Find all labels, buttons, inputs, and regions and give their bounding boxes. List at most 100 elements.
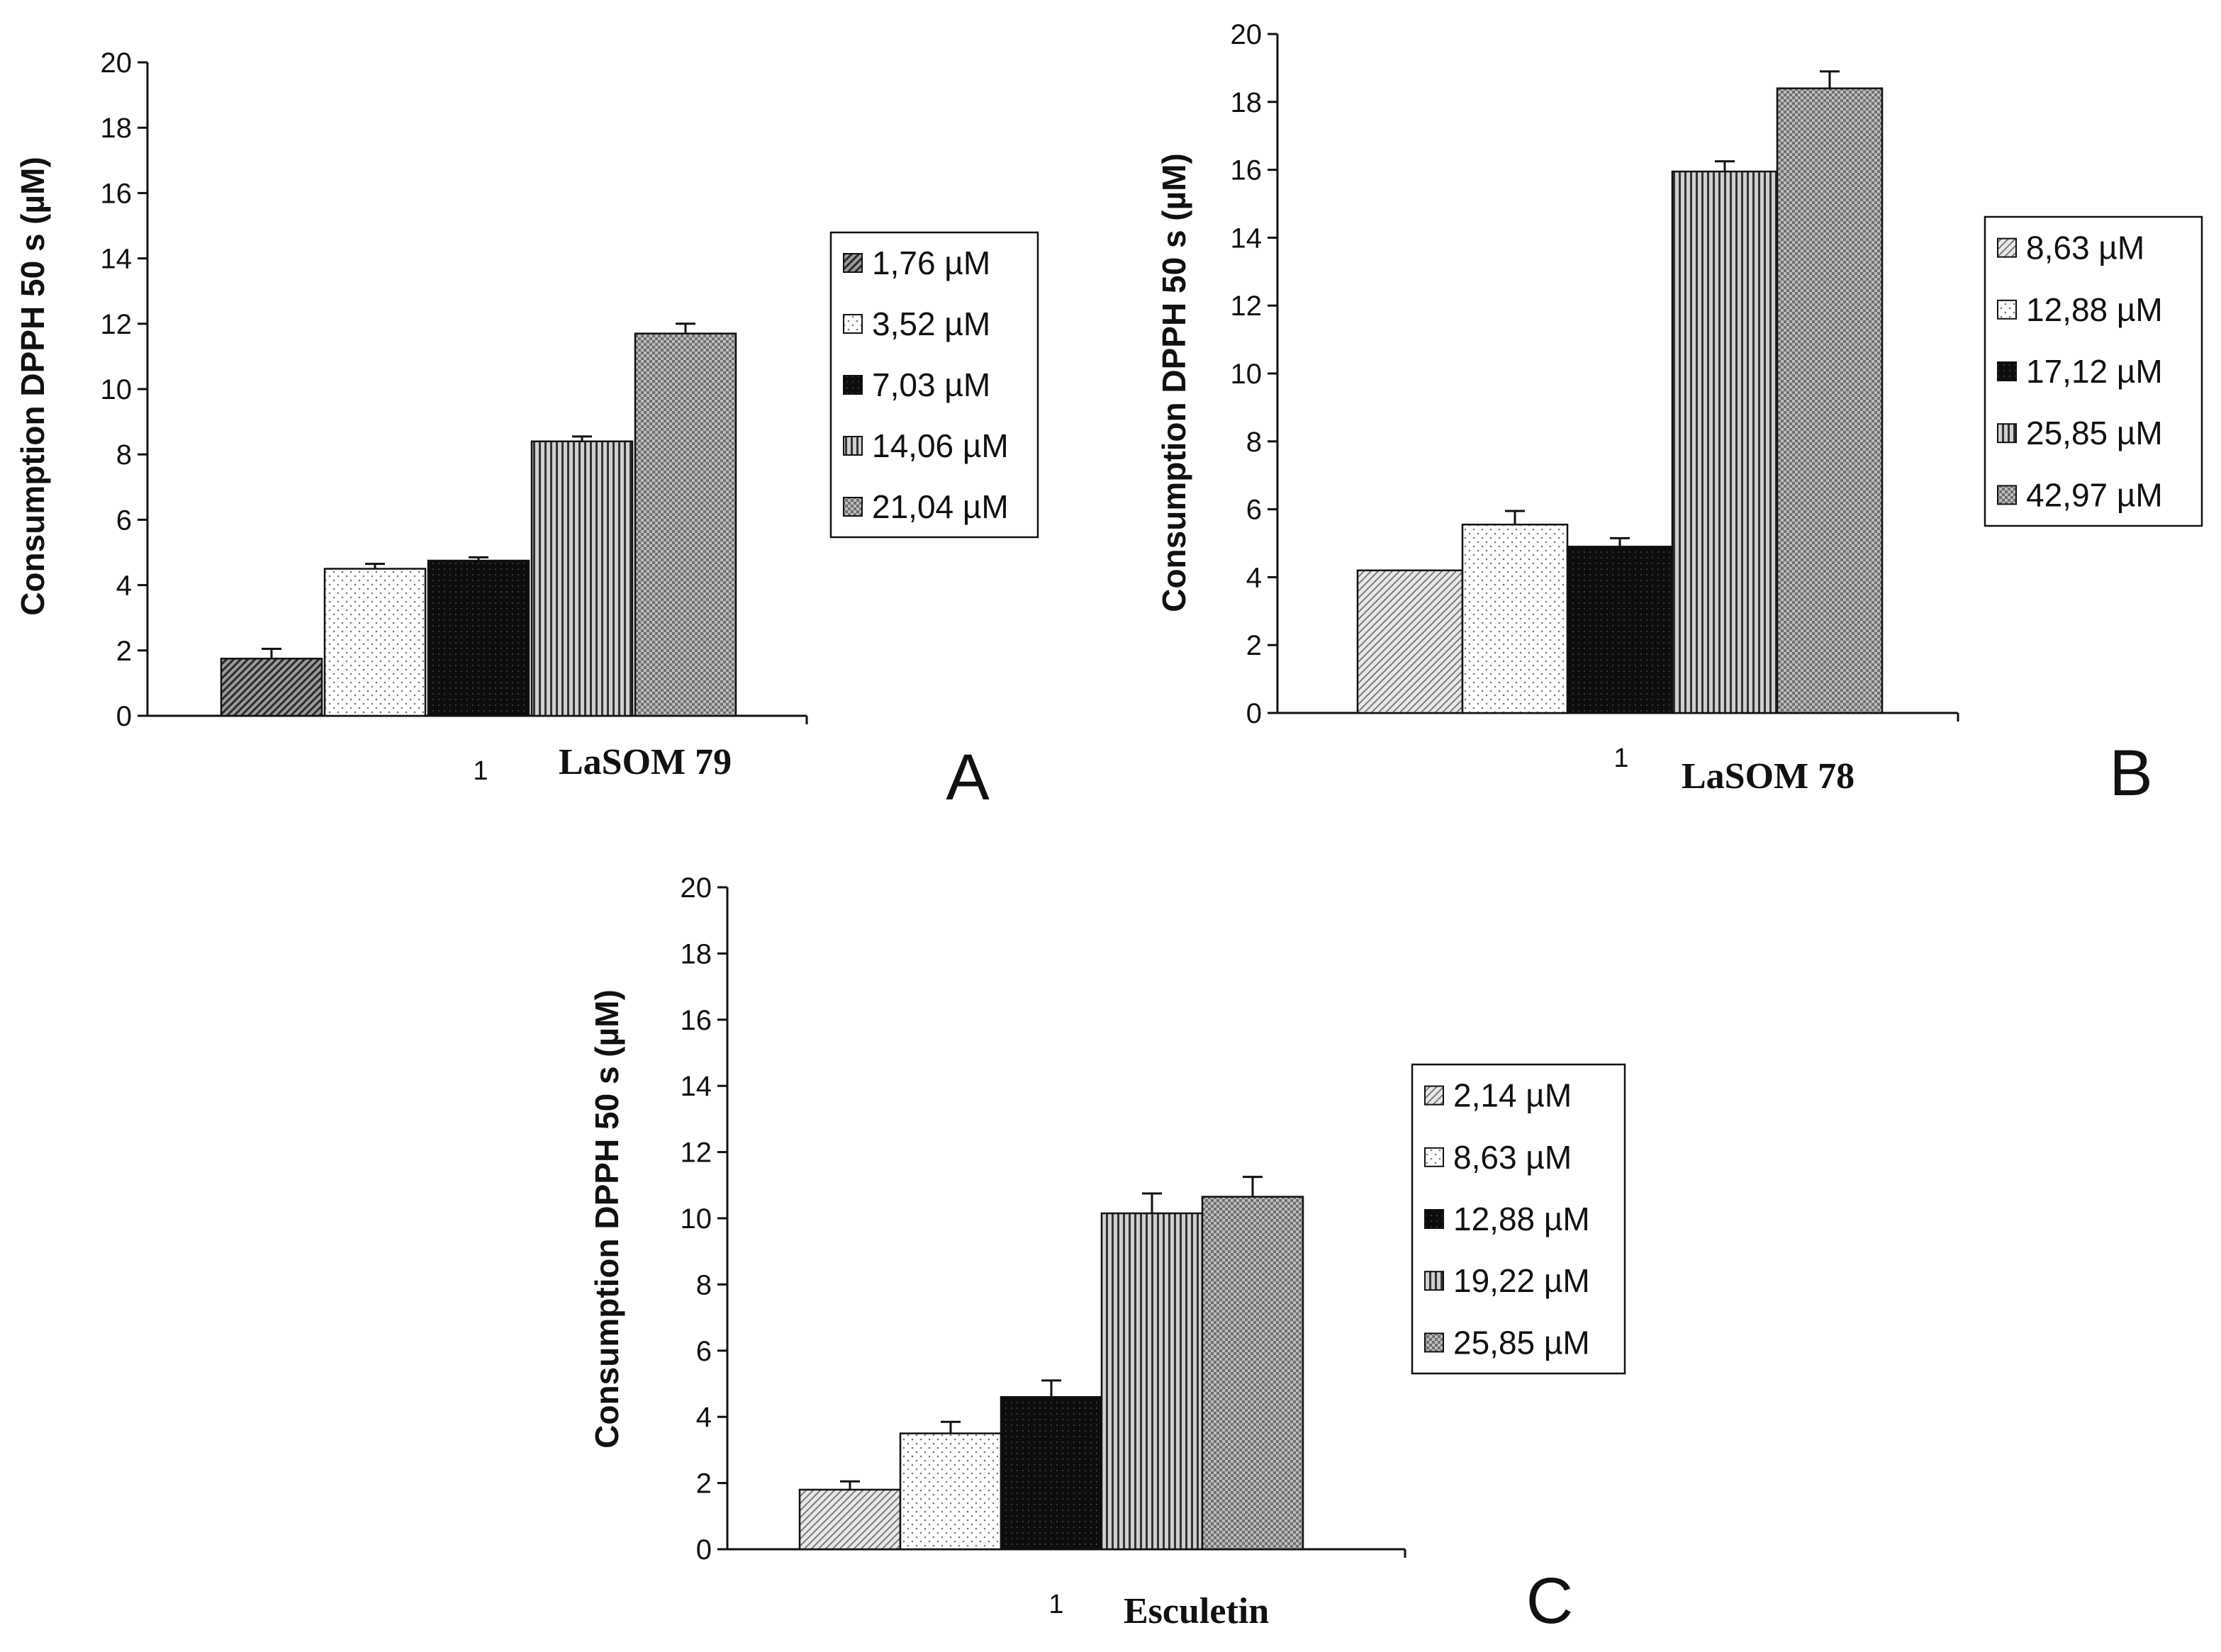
panel-letter: C xyxy=(1526,1565,1573,1637)
y-tick-label: 0 xyxy=(116,701,132,732)
y-tick-label: 14 xyxy=(681,1071,712,1102)
y-tick-label: 2 xyxy=(1246,630,1262,661)
y-tick-label: 16 xyxy=(1231,155,1263,186)
legend-swatch-1 xyxy=(1997,237,2017,258)
legend-label-1: 1,76 µM xyxy=(872,245,990,281)
legend: 2,14 µM 8,63 µM 12,88 µM 19,22 µM 25,85 µM xyxy=(1411,1063,1626,1375)
legend-label-5: 21,04 µM xyxy=(872,488,1009,525)
bar-1 xyxy=(1356,569,1464,714)
bar-2 xyxy=(323,568,427,717)
legend-label-1: 2,14 µM xyxy=(1453,1077,1572,1114)
bar-5 xyxy=(1201,1196,1304,1551)
y-tick-label: 4 xyxy=(1246,562,1262,593)
legend-label-4: 25,85 µM xyxy=(2026,415,2163,451)
bar-4 xyxy=(530,440,634,717)
chart-panel-b: 0 2 4 6 8 10 12 14 16 18 20 Consumption DPPH 50 s (… xyxy=(1156,19,2203,809)
bar-2 xyxy=(899,1432,1002,1551)
y-tick-label: 20 xyxy=(101,47,133,79)
legend: 1,76 µM 3,52 µM 7,03 µM 14,06 µM 21,04 µM xyxy=(829,231,1039,539)
y-tick-label: 6 xyxy=(1246,495,1262,526)
y-tick-label: 14 xyxy=(101,244,133,275)
legend-label-2: 8,63 µM xyxy=(1453,1139,1572,1176)
legend-box xyxy=(1984,215,2203,527)
compound-label: LaSOM 78 xyxy=(1682,756,1854,797)
y-tick-label: 10 xyxy=(681,1203,712,1235)
bar-1 xyxy=(220,658,323,717)
legend-label-5: 42,97 µM xyxy=(2026,476,2163,513)
legend-swatch-4 xyxy=(1424,1271,1444,1291)
x-category-label: 1 xyxy=(1613,743,1628,773)
bar-5 xyxy=(634,332,737,717)
y-axis-title: Consumption DPPH 50 s (µM) xyxy=(14,157,51,616)
legend-box xyxy=(829,231,1039,539)
bar-3 xyxy=(1566,546,1674,714)
y-tick-label: 6 xyxy=(116,505,132,536)
chart-panel-c: 0 2 4 6 8 10 12 14 16 18 20 Consumption DPPH 50 s (… xyxy=(588,872,1626,1637)
legend-label-3: 17,12 µM xyxy=(2026,353,2163,390)
y-tick-label: 18 xyxy=(1231,87,1263,118)
compound-label: LaSOM 79 xyxy=(559,742,732,782)
bar-1 xyxy=(798,1488,902,1551)
y-tick-label: 12 xyxy=(101,309,133,340)
y-tick-label: 12 xyxy=(1231,291,1263,322)
y-tick-label: 18 xyxy=(681,938,712,970)
panel-letter: A xyxy=(946,741,990,814)
legend-label-2: 3,52 µM xyxy=(872,305,990,342)
y-tick-label: 16 xyxy=(681,1005,712,1036)
legend-swatch-5 xyxy=(843,497,863,517)
bar-4 xyxy=(1671,170,1779,714)
legend-label-4: 19,22 µM xyxy=(1453,1262,1590,1299)
legend-label-3: 7,03 µM xyxy=(872,366,990,403)
x-category-label: 1 xyxy=(1048,1590,1063,1619)
y-tick-label: 14 xyxy=(1231,223,1263,254)
y-tick-label: 0 xyxy=(1246,698,1262,729)
y-tick-label: 16 xyxy=(101,178,133,209)
y-tick-label: 8 xyxy=(116,439,132,471)
y-tick-label: 4 xyxy=(696,1402,712,1433)
bar-2 xyxy=(1461,523,1569,714)
y-tick-label: 4 xyxy=(116,571,132,602)
legend-label-5: 25,85 µM xyxy=(1453,1324,1590,1361)
y-tick-label: 2 xyxy=(116,636,132,667)
y-axis-title: Consumption DPPH 50 s (µM) xyxy=(1156,153,1192,612)
bar-3 xyxy=(427,559,530,717)
legend-swatch-2 xyxy=(843,314,863,334)
y-tick-label: 8 xyxy=(1246,427,1262,458)
compound-label: Esculetin xyxy=(1124,1591,1269,1631)
y-tick-label: 20 xyxy=(1231,19,1263,50)
chart-panel-a: 0 2 4 6 8 10 12 14 16 18 20 Consumption DPPH 50 s (… xyxy=(14,47,1039,814)
y-tick-label: 18 xyxy=(101,113,133,144)
y-tick-label: 10 xyxy=(101,374,133,405)
panel-letter: B xyxy=(2109,737,2152,809)
legend-swatch-5 xyxy=(1997,485,2017,505)
legend-swatch-3 xyxy=(1997,361,2017,381)
legend-swatch-1 xyxy=(1424,1085,1444,1106)
legend-label-3: 12,88 µM xyxy=(1453,1201,1590,1237)
legend-label-4: 14,06 µM xyxy=(872,427,1009,464)
x-category-label: 1 xyxy=(473,756,488,786)
y-tick-label: 20 xyxy=(681,872,712,904)
y-tick-label: 12 xyxy=(681,1137,712,1169)
y-tick-label: 10 xyxy=(1231,359,1263,390)
y-tick-label: 2 xyxy=(696,1468,712,1500)
legend-label-1: 8,63 µM xyxy=(2026,230,2144,266)
legend-box xyxy=(1411,1063,1626,1375)
y-axis-title: Consumption DPPH 50 s (µM) xyxy=(588,989,625,1449)
legend-swatch-3 xyxy=(1424,1209,1444,1229)
legend-label-2: 12,88 µM xyxy=(2026,291,2163,328)
legend-swatch-5 xyxy=(1424,1332,1444,1353)
bar-5 xyxy=(1776,87,1884,714)
legend-swatch-3 xyxy=(843,375,863,395)
legend-swatch-4 xyxy=(843,436,863,456)
legend-swatch-2 xyxy=(1997,299,2017,320)
legend-swatch-1 xyxy=(843,253,863,273)
legend-swatch-2 xyxy=(1424,1147,1444,1167)
y-tick-label: 0 xyxy=(696,1534,712,1566)
y-tick-label: 8 xyxy=(696,1269,712,1300)
legend-swatch-4 xyxy=(1997,423,2017,444)
bar-4 xyxy=(1100,1212,1204,1551)
y-tick-label: 6 xyxy=(696,1336,712,1367)
bar-3 xyxy=(1000,1395,1103,1551)
legend: 8,63 µM 12,88 µM 17,12 µM 25,85 µM 42,97 µM xyxy=(1984,215,2203,527)
